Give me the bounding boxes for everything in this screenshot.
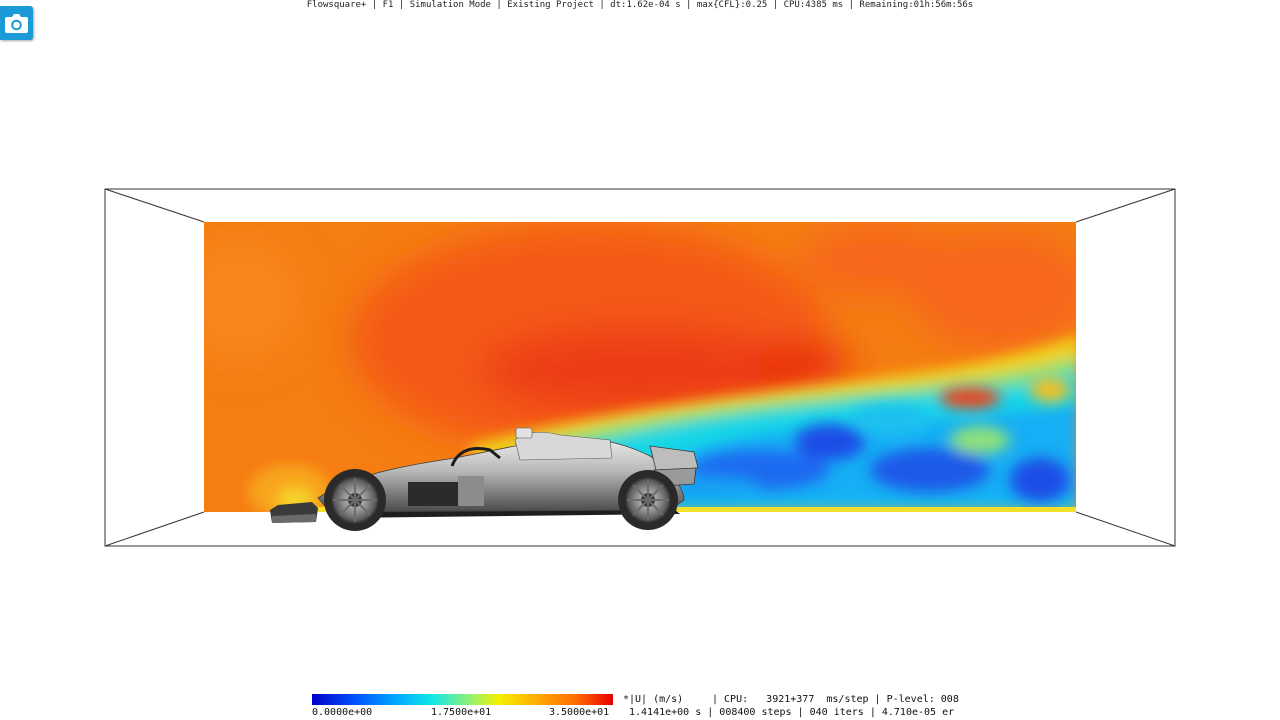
cpu-status-line: | CPU: 3921+377 ms/step | P-level: 008 [712,694,959,705]
domain-wireframe [104,188,1176,547]
run-status-line: 1.4141e+00 s | 008400 steps | 040 iters … [629,707,955,718]
colorbar-variable-label: *|U| (m/s) [623,694,684,705]
status-panel: *|U| (m/s) | CPU: 3921+377 ms/step | P-l… [0,690,1280,720]
camera-icon [5,14,28,33]
screenshot-button[interactable] [0,6,33,40]
f1-car-model [270,427,699,531]
colorbar-min-label: 0.0000e+00 [312,707,373,718]
colorbar-mid-label: 1.7500e+01 [431,707,492,718]
velocity-field [204,222,1076,512]
colorbar-max-label: 3.5000e+01 [549,707,610,718]
window-title: Flowsquare+ | F1 | Simulation Mode | Exi… [306,0,974,10]
velocity-colorbar [312,694,613,705]
simulation-viewport[interactable] [0,0,1280,690]
